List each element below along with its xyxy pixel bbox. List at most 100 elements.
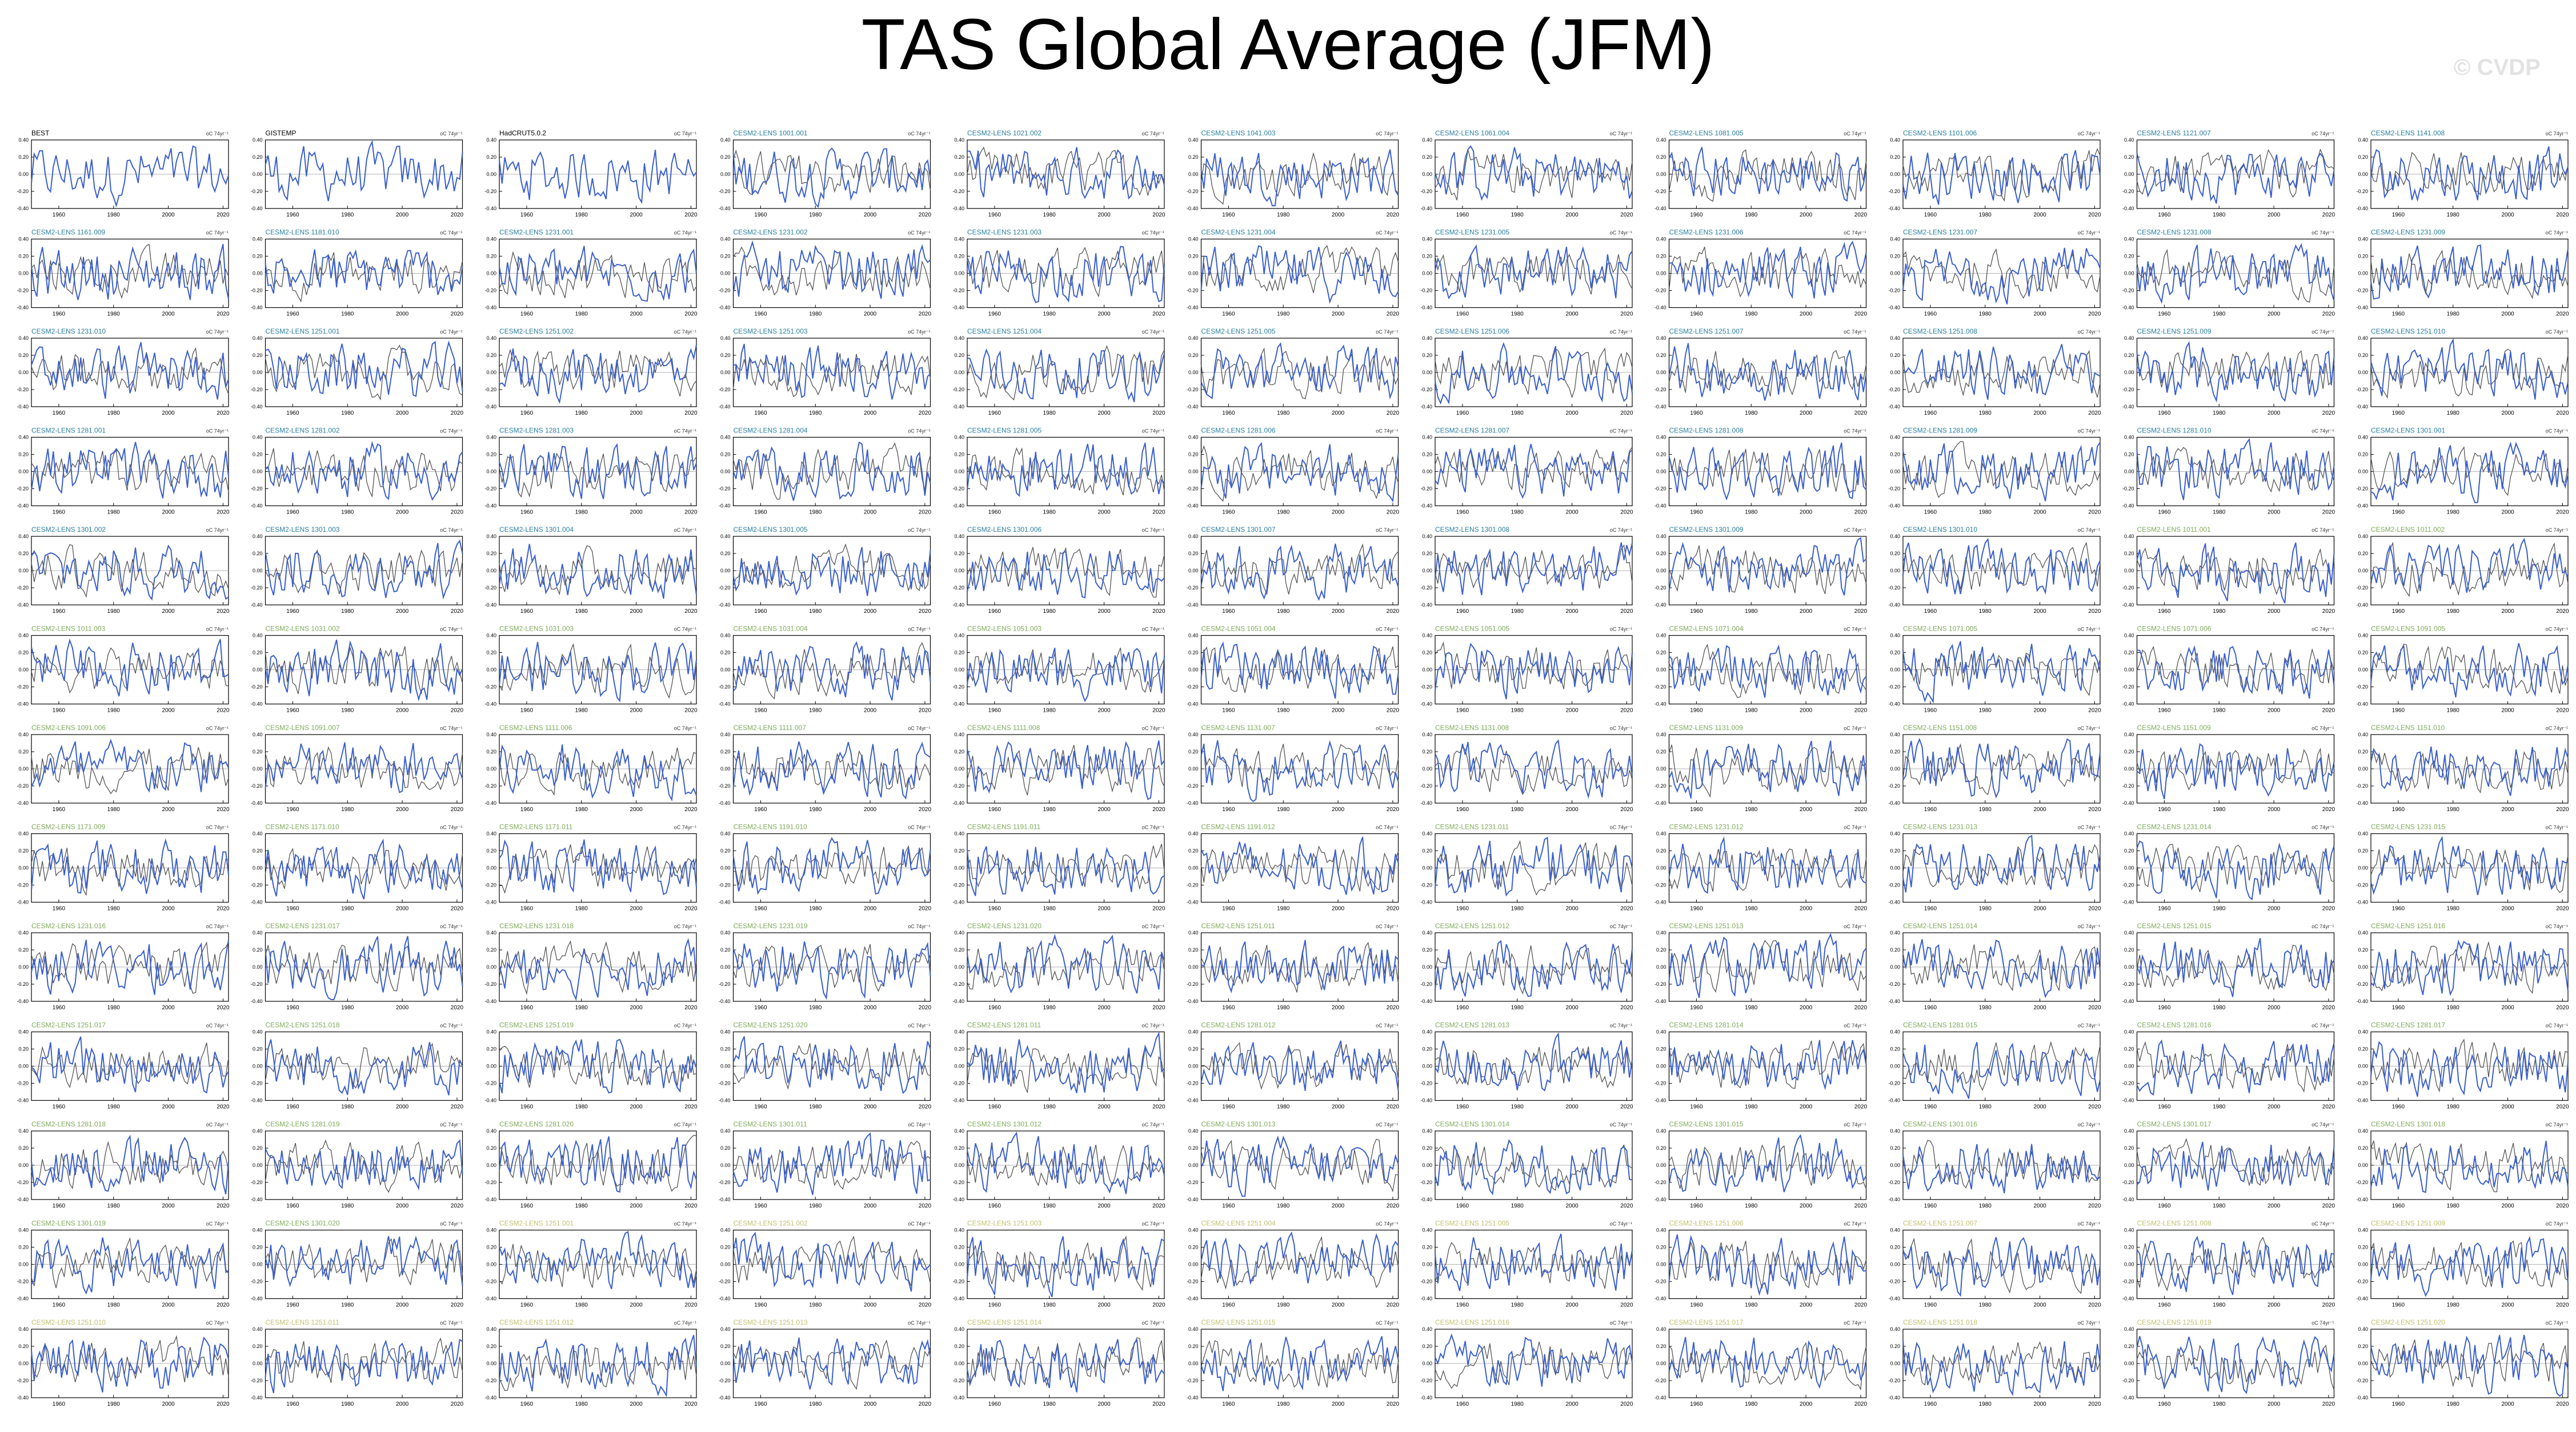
panel-title: CESM2-LENS 1231.003 [967,228,1041,236]
panel-title: CESM2-LENS 1081.005 [1669,129,1744,137]
panel-units: oC 74yr⁻¹ [674,329,696,335]
x-tick-label: 2020 [2556,510,2569,516]
y-tick-label: 0.40 [1890,732,1900,737]
panel-title: CESM2-LENS 1161.009 [31,228,106,236]
series-line-member [1200,543,1399,601]
x-tick-label: 2000 [2267,1401,2281,1407]
y-tick-label: -0.20 [719,486,731,492]
series-line-member [2136,1141,2335,1191]
x-tick-label: 2000 [1800,410,1813,416]
y-tick-label: 0.00 [253,1064,263,1069]
y-tick-label: 0.20 [253,650,263,656]
y-tick-label: -0.40 [1420,602,1432,608]
panel-units: oC 74yr⁻¹ [2546,527,2568,533]
y-tick-label: -0.40 [1187,701,1199,707]
panel-title: CESM2-LENS 1231.014 [2137,823,2212,831]
y-tick-label: 0.40 [486,435,496,440]
y-tick-label: -0.40 [251,206,263,211]
y-tick-label: 0.20 [1188,947,1199,953]
panel: CESM2-LENS 1231.012 oC 74yr⁻¹-0.40-0.200.… [1654,823,1867,912]
x-tick-label: 2000 [1332,807,1345,813]
x-tick-label: 1960 [53,1104,66,1110]
y-tick-label: 0.20 [1890,551,1900,556]
x-tick-label: 2000 [1800,1005,1813,1011]
x-tick-label: 2000 [1097,510,1111,516]
series-line-obs [2370,250,2569,299]
y-tick-label: 0.20 [253,154,263,160]
y-tick-label: 0.40 [720,1228,731,1233]
x-tick-label: 2020 [2088,212,2101,218]
y-tick-label: 0.00 [1890,964,1900,970]
x-tick-label: 2000 [1565,1401,1579,1407]
panel-title: CESM2-LENS 1231.015 [2371,823,2445,831]
x-tick-label: 1960 [1924,608,1937,615]
x-tick-label: 1980 [809,410,822,416]
y-tick-label: 0.00 [720,964,731,970]
y-tick-label: -0.20 [1420,1279,1432,1285]
panel-units: oC 74yr⁻¹ [674,1221,696,1227]
y-tick-label: 0.40 [2358,930,2368,936]
panel: HadCRUT5.0.2 oC 74yr⁻¹-0.40-0.200.000.200… [484,129,697,218]
x-tick-label: 1960 [988,410,1001,416]
x-tick-label: 2020 [1620,1005,1633,1011]
series-line-member [499,1230,697,1289]
x-tick-label: 2020 [1387,1104,1400,1110]
series-line-member [499,641,697,703]
panel-title: CESM2-LENS 1301.003 [266,526,340,534]
x-tick-label: 1980 [107,1302,121,1309]
x-tick-label: 1980 [1277,708,1290,714]
series-line-member [2136,438,2335,500]
panel-title: CESM2-LENS 1251.020 [734,1021,808,1029]
y-tick-label: 0.40 [2358,633,2368,639]
series-line-member [2136,1039,2335,1096]
x-tick-label: 2020 [1854,906,1868,912]
x-tick-label: 2000 [2033,510,2046,516]
y-tick-label: -0.20 [251,1279,263,1285]
x-tick-label: 2000 [162,311,175,318]
y-tick-label: -0.20 [251,1081,263,1086]
y-tick-label: 0.40 [1188,137,1199,143]
x-tick-label: 2000 [2267,906,2281,912]
x-tick-label: 2000 [630,1104,643,1110]
y-tick-label: 0.20 [486,848,496,854]
y-tick-label: 0.00 [2124,568,2134,573]
y-tick-label: 0.40 [2358,1228,2368,1233]
y-tick-label: -0.40 [952,404,964,410]
y-tick-label: 0.20 [18,1343,29,1349]
y-tick-label: -0.40 [17,1098,29,1104]
panel: CESM2-LENS 1251.008 oC 74yr⁻¹-0.40-0.200.… [1888,327,2101,416]
panel-units: oC 74yr⁻¹ [206,131,229,137]
y-tick-label: 0.20 [253,1046,263,1052]
y-tick-label: -0.40 [1654,1296,1666,1302]
y-tick-label: 0.00 [1656,766,1666,772]
panel: CESM2-LENS 1281.002 oC 74yr⁻¹-0.40-0.200.… [251,427,463,516]
y-tick-label: -0.20 [251,981,263,987]
panel-title: CESM2-LENS 1231.004 [1201,228,1276,236]
x-tick-label: 1960 [2158,1302,2171,1309]
series-line-member [2370,146,2569,202]
panel-title: CESM2-LENS 1251.013 [734,1318,808,1326]
x-tick-label: 2000 [2033,1401,2046,1407]
y-tick-label: -0.40 [1420,701,1432,707]
y-tick-label: 0.40 [1188,236,1199,242]
y-tick-label: -0.20 [17,783,29,789]
y-tick-label: 0.00 [2358,271,2368,276]
y-tick-label: -0.40 [719,1098,731,1104]
x-tick-label: 1980 [1043,1401,1056,1407]
x-tick-label: 1960 [1690,807,1703,813]
x-tick-label: 2020 [2556,906,2569,912]
panel-units: oC 74yr⁻¹ [908,627,930,632]
series-line-obs [967,547,1165,598]
panel: CESM2-LENS 1091.006 oC 74yr⁻¹-0.40-0.200.… [17,724,229,813]
panel-units: oC 74yr⁻¹ [1142,825,1164,831]
series-line-member [1668,1337,1867,1389]
panel-title: CESM2-LENS 1281.015 [1903,1021,1977,1029]
y-tick-label: 0.20 [1890,1343,1900,1349]
y-tick-label: -0.20 [2356,883,2368,888]
y-tick-label: 0.20 [2358,1145,2368,1151]
series-line-member [1902,835,2101,893]
x-tick-label: 1960 [286,311,299,318]
y-tick-label: 0.40 [18,732,29,737]
series-line-member [1668,343,1867,401]
y-tick-label: -0.40 [1420,998,1432,1004]
